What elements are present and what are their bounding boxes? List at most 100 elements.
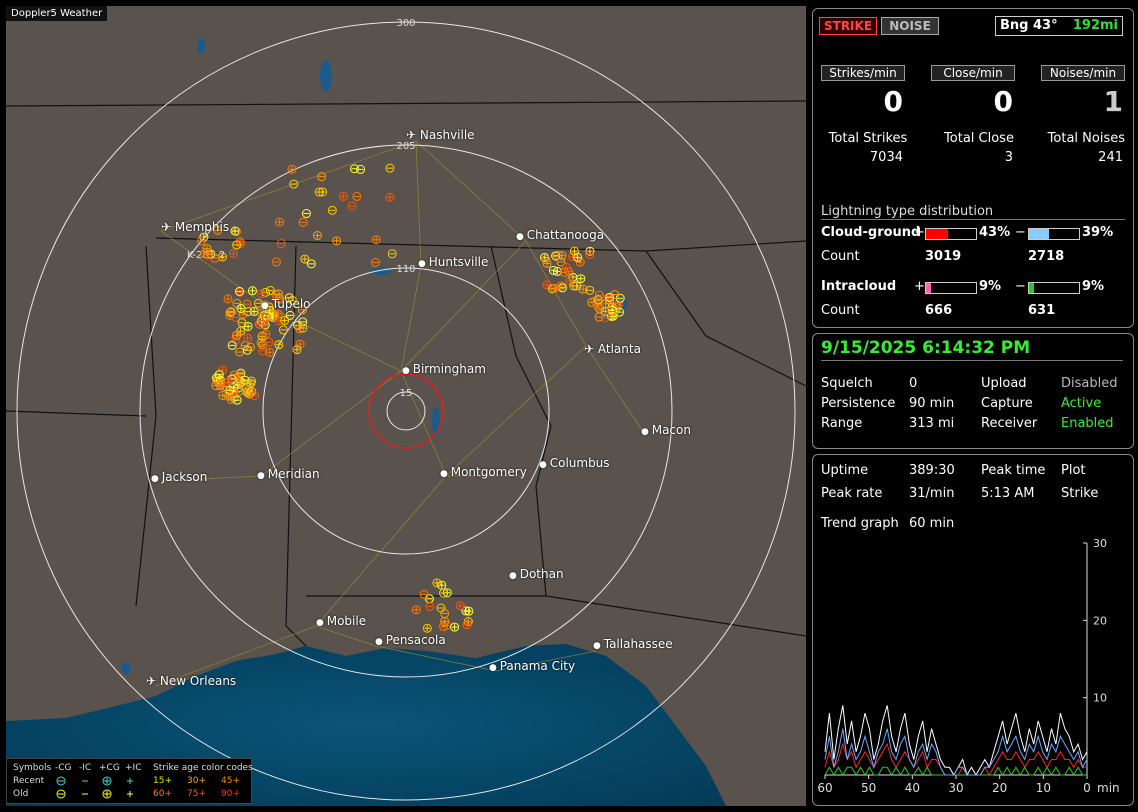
plot-value[interactable]: Strike — [1061, 486, 1099, 501]
city-columbus: ● Columbus — [539, 456, 610, 470]
city-dot-icon: ● — [261, 301, 272, 311]
strike-symbol — [275, 217, 285, 227]
total-noises-value: 241 — [1098, 150, 1123, 165]
ic-negative-count: 631 — [1028, 303, 1056, 318]
capture-label: Capture — [981, 396, 1033, 411]
legend-age-60: 60+ — [153, 789, 172, 799]
upload-label: Upload — [981, 376, 1027, 391]
ic-negative-bar — [1028, 282, 1080, 294]
noise-indicator[interactable]: NOISE — [881, 17, 939, 35]
close-range-ring — [368, 373, 444, 449]
strike-symbol — [250, 391, 260, 401]
strike-symbol — [276, 239, 286, 249]
strike-symbol — [593, 295, 603, 305]
city-name: Macon — [651, 423, 691, 437]
city-dot-icon: ● — [593, 641, 604, 651]
strike-symbol — [600, 313, 610, 323]
state-borders — [6, 100, 806, 647]
strike-symbol — [542, 258, 552, 268]
range-label: Range — [821, 416, 863, 431]
trend-panel: Uptime 389:30 Peak time Plot Peak rate 3… — [812, 454, 1134, 806]
strike-symbol — [243, 333, 253, 343]
distance-value: 192mi — [1072, 18, 1118, 33]
strike-symbol — [338, 191, 348, 201]
strike-symbol — [432, 578, 442, 588]
city-dot-icon: ● — [418, 259, 429, 269]
total-close-value: 3 — [1004, 150, 1013, 165]
city-nashville: ✈ Nashville — [406, 128, 475, 142]
strike-symbol — [385, 163, 395, 173]
strike-symbol — [280, 315, 290, 325]
strike-symbol — [425, 601, 435, 611]
strike-symbol — [265, 286, 275, 296]
strike-symbol — [347, 201, 357, 211]
strike-symbol — [422, 623, 432, 633]
city-dothan: ● Dothan — [509, 567, 564, 581]
strike-symbol — [225, 308, 235, 318]
strike-symbol — [332, 236, 342, 246]
city-dot-icon: ● — [257, 471, 268, 481]
city-dot-icon: ● — [151, 474, 162, 484]
strike-symbol — [210, 253, 220, 263]
trend-chart: 10 20 30 60 50 40 30 20 10 0 min — [817, 537, 1119, 795]
legend-age-45: 45+ — [221, 776, 240, 786]
airport-icon: ✈ — [584, 342, 598, 356]
legend-header-pos-ic: +IC — [125, 763, 142, 773]
ic-positive-bar — [925, 282, 977, 294]
city-dot-icon: ● — [440, 469, 451, 479]
legend-symbols — [56, 776, 133, 799]
strike-symbol — [371, 235, 381, 245]
total-close-label: Total Close — [944, 131, 1014, 146]
cloud-ground-label: Cloud-ground — [821, 225, 921, 240]
strike-indicator[interactable]: STRIKE — [819, 17, 877, 35]
strike-symbol — [257, 319, 267, 329]
city-name: Mobile — [326, 614, 367, 628]
strike-symbol — [450, 622, 460, 632]
strike-symbol — [271, 257, 281, 267]
strike-symbol — [385, 192, 395, 202]
cg-negative-pct: 39% — [1082, 225, 1114, 240]
range-value: 313 mi — [909, 416, 955, 431]
capture-value: Active — [1061, 396, 1102, 411]
strike-symbol — [557, 283, 567, 293]
strike-symbol — [289, 179, 299, 189]
strike-symbol — [594, 290, 604, 300]
strike-symbol — [569, 281, 579, 291]
trend-series-3 — [824, 728, 1088, 776]
city-name: Huntsville — [428, 255, 489, 269]
city-name: Dothan — [519, 567, 564, 581]
ic-positive-count: 666 — [925, 303, 953, 318]
city-birmingham: ● Birmingham — [402, 362, 486, 376]
strike-symbol — [274, 294, 284, 304]
city-atlanta: ✈ Atlanta — [584, 342, 641, 356]
plot-label: Plot — [1061, 463, 1086, 478]
map-canvas[interactable]: 15 110 205 300 K-281-2 — [6, 6, 806, 806]
ic-positive-pct: 9% — [979, 279, 1002, 294]
city-dot-icon: ● — [489, 663, 500, 673]
city-name: Jackson — [161, 470, 208, 484]
strike-symbol — [232, 395, 242, 405]
strike-symbol — [314, 187, 324, 197]
strike-symbol — [285, 310, 295, 320]
strike-symbol — [370, 258, 380, 268]
city-name: Tupelo — [271, 297, 311, 311]
strike-symbol — [298, 323, 308, 333]
city-dot-icon: ● — [516, 232, 527, 242]
radar-map[interactable]: 15 110 205 300 K-281-2 — [6, 6, 806, 806]
strike-symbol — [258, 346, 268, 356]
strike-symbol — [548, 265, 558, 275]
cg-minus-sign: − — [1015, 225, 1026, 240]
strike-symbol — [356, 164, 366, 174]
legend-header-pos-cg: +CG — [99, 763, 120, 773]
legend-old-label: Old — [13, 789, 29, 799]
city-dot-icon: ● — [539, 460, 550, 470]
strike-symbol — [606, 306, 616, 316]
strike-symbol — [301, 209, 311, 219]
city-dot-icon: ● — [641, 427, 652, 437]
strike-symbol — [240, 375, 250, 385]
strike-symbol — [576, 274, 586, 284]
strike-symbol — [439, 622, 449, 632]
strike-symbol — [273, 309, 283, 319]
range-label-300: 300 — [396, 18, 415, 29]
noises-min-value: 1 — [1103, 85, 1123, 118]
